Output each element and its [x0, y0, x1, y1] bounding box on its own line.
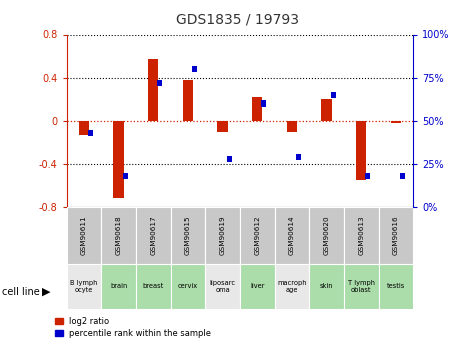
Text: skin: skin [320, 283, 333, 289]
Text: GSM90619: GSM90619 [219, 216, 226, 255]
Bar [344, 264, 379, 309]
Bar [136, 207, 171, 264]
Bar [88, 130, 93, 136]
Bar [379, 264, 413, 309]
Bar [66, 264, 101, 309]
Bar [205, 207, 240, 264]
Bar [261, 100, 266, 107]
Text: GSM90618: GSM90618 [115, 216, 122, 255]
Text: ▶: ▶ [42, 287, 50, 296]
Bar [400, 173, 405, 179]
Bar [101, 207, 136, 264]
Bar [331, 92, 335, 98]
Bar [356, 121, 366, 180]
Legend: log2 ratio, percentile rank within the sample: log2 ratio, percentile rank within the s… [52, 314, 215, 341]
Text: GSM90614: GSM90614 [289, 216, 295, 255]
Text: GSM90617: GSM90617 [150, 216, 156, 255]
Text: liver: liver [250, 283, 265, 289]
Text: cervix: cervix [178, 283, 198, 289]
Bar [287, 121, 297, 131]
Bar [171, 264, 205, 309]
Bar [252, 97, 262, 121]
Text: GSM90612: GSM90612 [254, 216, 260, 255]
Text: GSM90613: GSM90613 [358, 216, 364, 255]
Bar [136, 264, 171, 309]
Bar [183, 80, 193, 121]
Bar [344, 207, 379, 264]
Text: testis: testis [387, 283, 405, 289]
Bar [148, 59, 158, 121]
Bar [192, 66, 197, 72]
Bar [379, 207, 413, 264]
Bar [79, 121, 89, 135]
Bar [322, 99, 332, 121]
Bar [123, 173, 127, 179]
Bar [101, 264, 136, 309]
Text: T lymph
oblast: T lymph oblast [348, 280, 375, 293]
Bar [240, 207, 275, 264]
Bar [218, 121, 228, 131]
Bar [157, 80, 162, 86]
Bar [114, 121, 124, 198]
Text: B lymph
ocyte: B lymph ocyte [70, 280, 97, 293]
Bar [296, 154, 301, 160]
Text: brain: brain [110, 283, 127, 289]
Text: GDS1835 / 19793: GDS1835 / 19793 [176, 12, 299, 26]
Text: GSM90615: GSM90615 [185, 216, 191, 255]
Text: GSM90611: GSM90611 [81, 216, 87, 255]
Text: macroph
age: macroph age [277, 280, 307, 293]
Bar [275, 207, 309, 264]
Bar [275, 264, 309, 309]
Bar [205, 264, 240, 309]
Bar [240, 264, 275, 309]
Text: GSM90620: GSM90620 [323, 216, 330, 255]
Bar [365, 173, 370, 179]
Bar [66, 207, 101, 264]
Bar [391, 121, 401, 123]
Bar [309, 207, 344, 264]
Bar [171, 207, 205, 264]
Text: GSM90616: GSM90616 [393, 216, 399, 255]
Bar [227, 156, 231, 162]
Text: liposarc
oma: liposarc oma [209, 280, 236, 293]
Text: breast: breast [142, 283, 164, 289]
Text: cell line: cell line [2, 287, 40, 296]
Bar [309, 264, 344, 309]
